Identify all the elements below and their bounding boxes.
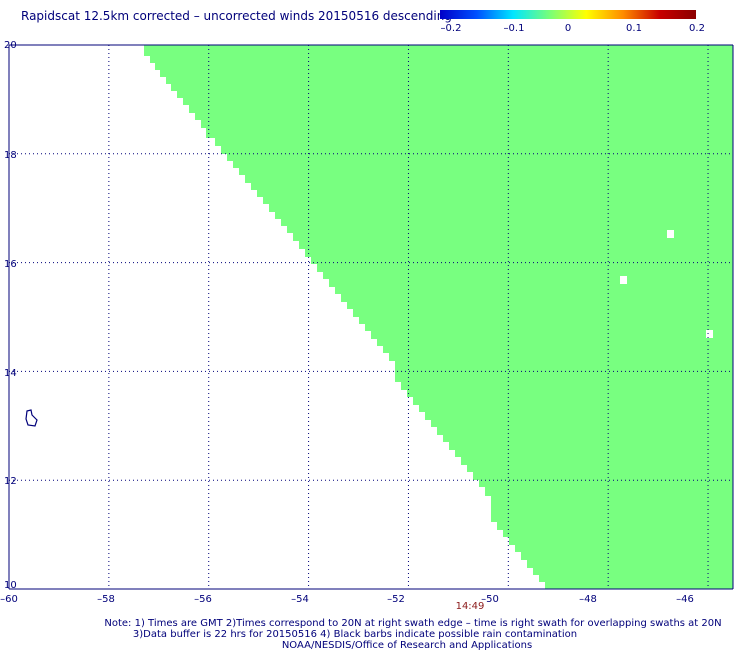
lon-tick-48: –48 (579, 594, 597, 605)
lon-tick-60: –60 (0, 594, 18, 605)
lat-tick-14: 14 (4, 368, 17, 379)
lat-tick-16: 16 (4, 259, 17, 270)
colorbar-label-neg01: –0.1 (504, 23, 525, 34)
lat-tick-18: 18 (4, 150, 17, 161)
swath-coverage (144, 45, 733, 589)
colorbar-label-pos02: 0.2 (689, 23, 705, 34)
note-line-1: Note: 1) Times are GMT 2)Times correspon… (104, 618, 721, 629)
longitude-ticks: –60 –58 –56 –54 –52 –50 –48 –46 (0, 594, 694, 605)
pass-time-label: 14:49 (456, 601, 485, 612)
swath-gap (667, 230, 674, 238)
colorbar-label-zero: 0 (565, 23, 571, 34)
note-line-2: 3)Data buffer is 22 hrs for 20150516 4) … (133, 629, 577, 640)
lat-tick-20: 20 (4, 40, 17, 51)
latitude-ticks: 20 18 16 14 12 10 (4, 40, 17, 591)
island-coastline (25, 409, 38, 427)
lon-tick-58: –58 (97, 594, 115, 605)
lon-tick-54: –54 (291, 594, 309, 605)
swath-gap (706, 330, 713, 338)
swath-fill (144, 45, 733, 589)
lat-lon-grid (8, 44, 734, 590)
lon-tick-56: –56 (194, 594, 212, 605)
lon-tick-46: –46 (676, 594, 694, 605)
colorbar: –0.2 –0.1 0 0.1 0.2 (440, 10, 705, 34)
lon-tick-52: –52 (387, 594, 405, 605)
colorbar-label-neg02: –0.2 (441, 23, 462, 34)
colorbar-scale (440, 10, 696, 19)
map-title: Rapidscat 12.5km corrected – uncorrected… (21, 9, 452, 23)
swath-gaps (620, 230, 713, 338)
colorbar-label-pos01: 0.1 (626, 23, 642, 34)
lat-tick-12: 12 (4, 476, 17, 487)
lat-tick-10: 10 (4, 580, 17, 591)
note-line-3: NOAA/NESDIS/Office of Research and Appli… (282, 640, 532, 650)
lon-tick-50: –50 (481, 594, 499, 605)
swath-gap (620, 276, 627, 284)
